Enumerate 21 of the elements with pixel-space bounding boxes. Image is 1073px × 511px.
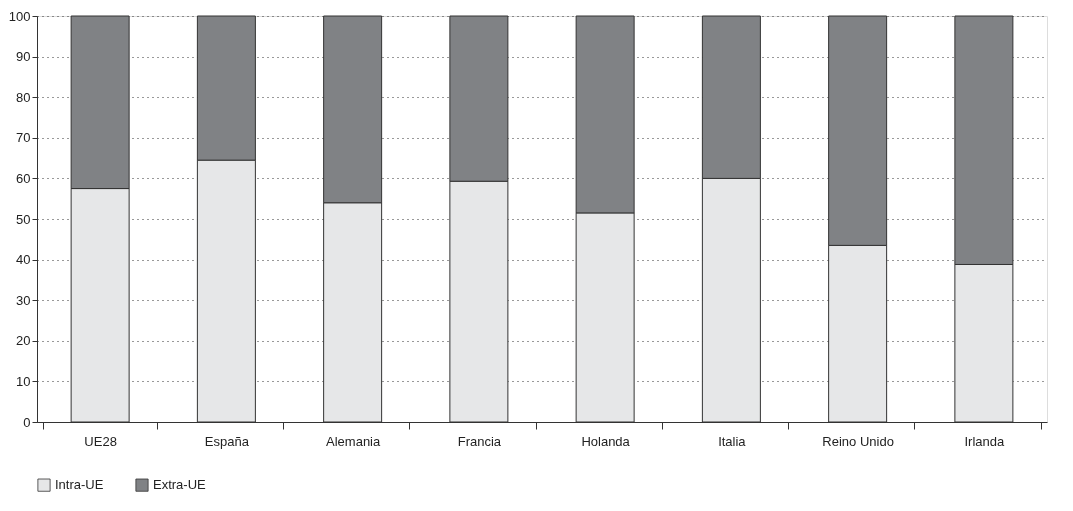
- y-tick-label: 0: [23, 414, 31, 430]
- y-tick-label: 60: [16, 170, 31, 186]
- legend-label: Intra-UE: [55, 477, 104, 493]
- x-tick-label: UE28: [84, 433, 117, 449]
- y-tick-label: 70: [16, 130, 31, 146]
- x-tick-label: España: [204, 433, 250, 449]
- y-tick-label: 100: [8, 8, 31, 24]
- y-tick-label: 80: [16, 89, 31, 105]
- y-tick-label: 20: [16, 333, 31, 349]
- x-tick-label: Alemania: [326, 433, 381, 449]
- y-tick-label: 50: [16, 211, 31, 227]
- x-tick-label: Irlanda: [964, 433, 1006, 449]
- y-tick-label: 10: [16, 373, 31, 389]
- x-tick-label: Italia: [718, 433, 747, 449]
- y-tick-label: 30: [16, 292, 31, 308]
- x-tick-label: Holanda: [581, 433, 631, 449]
- x-tick-label: Francia: [457, 433, 502, 449]
- legend-label: Extra-UE: [153, 477, 207, 493]
- y-tick-label: 90: [16, 49, 31, 65]
- x-tick-label: Reino Unido: [822, 433, 894, 449]
- y-tick-label: 40: [16, 252, 31, 268]
